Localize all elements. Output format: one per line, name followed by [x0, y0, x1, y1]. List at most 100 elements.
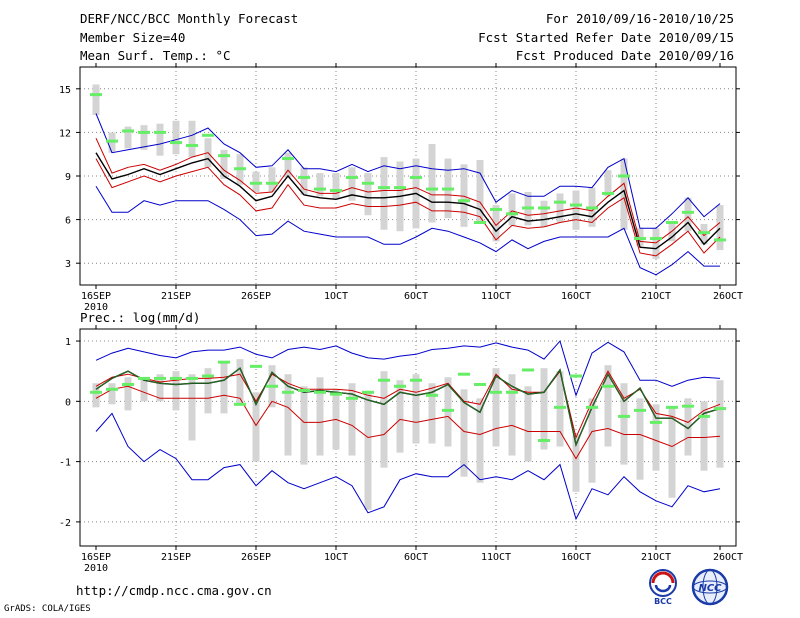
member-range-bar [172, 371, 180, 411]
median-mark [522, 368, 534, 372]
series-line-min [95, 412, 721, 521]
median-mark [234, 167, 246, 171]
x-tick-label: 16SEP [81, 552, 111, 563]
median-mark [250, 364, 262, 368]
x-tick-label: 21OCT [641, 291, 671, 302]
median-mark [410, 175, 422, 179]
median-mark [122, 382, 134, 386]
series-line-upper [95, 370, 721, 440]
median-mark [202, 374, 214, 378]
median-mark [330, 392, 342, 396]
median-mark [170, 376, 182, 380]
median-mark [634, 408, 646, 412]
member-range-bar [188, 374, 196, 441]
x-tick-label: 16OCT [561, 291, 591, 302]
member-range-bar [620, 383, 628, 465]
median-mark [122, 129, 134, 133]
member-range-bar [428, 383, 436, 444]
forecast-started-date: Fcst Started Refer Date 2010/09/15 [478, 30, 734, 45]
median-mark [698, 414, 710, 418]
member-range-bar [508, 193, 516, 226]
member-range-bar [284, 374, 292, 456]
x-tick-label: 6OCT [404, 552, 428, 563]
median-mark [650, 236, 662, 240]
member-range-bar [508, 374, 516, 456]
median-mark [298, 388, 310, 392]
median-mark [218, 154, 230, 158]
median-mark [586, 405, 598, 409]
precip-panel-title: Prec.: log(mm/d) [80, 310, 200, 325]
member-range-bar [652, 228, 660, 259]
median-mark [106, 139, 118, 143]
member-range-bar [716, 380, 724, 468]
member-range-bar [220, 149, 228, 179]
median-mark [186, 376, 198, 380]
member-range-bar [604, 170, 612, 197]
member-range-bar [476, 160, 484, 222]
series-line-mean [95, 152, 721, 250]
member-range-bar [92, 383, 100, 408]
y-tick-label: 12 [59, 128, 71, 139]
member-range-bar [268, 167, 276, 192]
median-mark [682, 404, 694, 408]
median-mark [602, 191, 614, 195]
series-line-lower [95, 158, 721, 257]
median-mark [426, 187, 438, 191]
median-mark [234, 402, 246, 406]
median-mark [154, 130, 166, 134]
member-range-bar [364, 173, 372, 216]
member-range-bar [476, 398, 484, 483]
y-tick-label: 15 [59, 85, 71, 96]
median-mark [346, 175, 358, 179]
member-range-bar [140, 377, 148, 402]
member-range-bar [380, 371, 388, 468]
median-mark [650, 420, 662, 424]
ncc-logo-text: NCC [698, 583, 722, 594]
member-range-bar [428, 144, 436, 223]
median-mark [538, 439, 550, 443]
footer-url[interactable]: http://cmdp.ncc.cma.gov.cn [76, 583, 272, 598]
median-mark [394, 186, 406, 190]
median-mark [442, 187, 454, 191]
member-range-bar [460, 164, 468, 227]
y-tick-label: -1 [59, 458, 71, 469]
median-mark [298, 175, 310, 179]
member-range-bar [156, 123, 164, 156]
member-range-bar [316, 173, 324, 197]
x-tick-label: 11OCT [481, 291, 511, 302]
median-mark [330, 189, 342, 193]
member-range-bar [620, 158, 628, 230]
member-range-bar [444, 377, 452, 447]
x-tick-label: 6OCT [404, 291, 428, 302]
median-mark [458, 199, 470, 203]
x-tick-label: 26SEP [241, 291, 271, 302]
median-mark [314, 390, 326, 394]
variable-label: Mean Surf. Temp.: °C [80, 48, 231, 63]
x-tick-label: 21SEP [161, 552, 191, 563]
median-mark [666, 221, 678, 225]
member-range-bar [636, 398, 644, 480]
bcc-logo-text: BCC [654, 597, 672, 606]
member-range-bar [556, 371, 564, 447]
median-mark [282, 157, 294, 161]
member-range-bar [156, 374, 164, 402]
median-mark [538, 206, 550, 210]
median-mark [666, 405, 678, 409]
series-line-lower [95, 385, 721, 460]
median-mark [586, 206, 598, 210]
median-mark [570, 374, 582, 378]
median-mark [378, 186, 390, 190]
member-range-bar [460, 389, 468, 477]
member-size: Member Size=40 [80, 30, 186, 45]
forecast-produced-date: Fcst Produced Date 2010/09/16 [515, 48, 734, 63]
series-line-mean-green [95, 367, 721, 447]
median-mark [154, 376, 166, 380]
median-mark [186, 143, 198, 147]
member-range-bar [604, 365, 612, 447]
member-range-bar [316, 377, 324, 456]
member-range-bar [332, 173, 340, 200]
forecast-period: For 2010/09/16-2010/10/25 [545, 11, 734, 26]
median-mark [138, 376, 150, 380]
member-range-bar [172, 120, 180, 155]
member-range-bar [252, 392, 260, 462]
